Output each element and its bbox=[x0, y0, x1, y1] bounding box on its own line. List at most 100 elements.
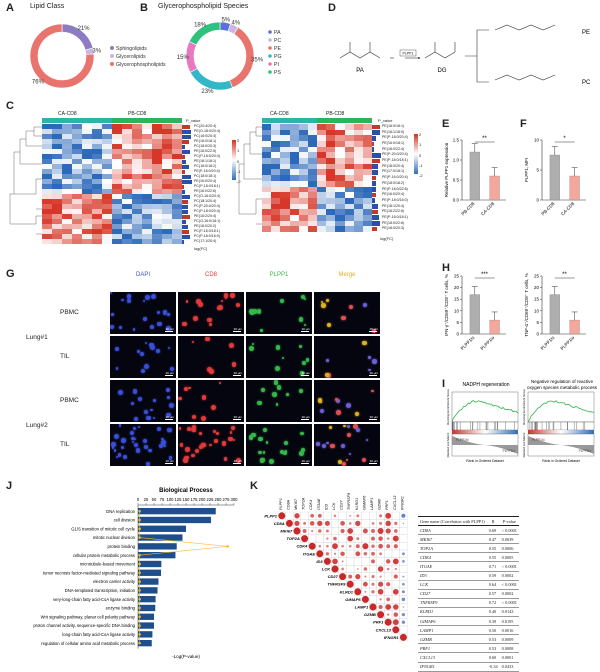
corr-col-label: ITGAE bbox=[317, 498, 321, 510]
heat-cell bbox=[262, 192, 272, 199]
j-category-label: DNA replication bbox=[106, 509, 136, 514]
cell-blob bbox=[111, 313, 114, 316]
heatmap-row-label: PC(16:0/20:4) bbox=[194, 134, 217, 138]
heatmap-row-label: PE(18:1/18:1) bbox=[194, 159, 217, 163]
row-label-til: TIL bbox=[60, 441, 70, 448]
heat-cell bbox=[335, 209, 345, 216]
heat-cell bbox=[72, 139, 83, 145]
heat-cell bbox=[344, 186, 354, 193]
cell-blob bbox=[330, 443, 335, 449]
table-cell: 0.47 bbox=[486, 534, 500, 545]
heat-cell bbox=[132, 149, 143, 155]
corr-col-label: PRF1 bbox=[385, 500, 389, 510]
heat-cell bbox=[112, 169, 123, 175]
corr-dot bbox=[393, 544, 398, 549]
bar-plpp1hi bbox=[469, 294, 480, 335]
heat-cell bbox=[42, 179, 53, 185]
heat-cell bbox=[92, 154, 103, 160]
scale-bar-label: 20 μm bbox=[165, 459, 174, 463]
heatmap-row-label: PE(18:0/20:4) bbox=[382, 163, 405, 168]
corr-dot bbox=[355, 520, 361, 527]
corr-grid-cell bbox=[369, 595, 377, 604]
correlation-table: Gene name (Correlation with PLPP1) R P-val… bbox=[418, 515, 519, 672]
heat-cell bbox=[162, 194, 173, 200]
corr-dot bbox=[333, 536, 337, 541]
heat-cell bbox=[362, 192, 373, 199]
heat-cell bbox=[62, 164, 73, 170]
heat-cell bbox=[344, 163, 354, 170]
heat-cell bbox=[102, 144, 113, 150]
heatmap-left-colorscale bbox=[232, 140, 236, 180]
cell-blob bbox=[160, 440, 166, 445]
heat-cell bbox=[162, 124, 173, 130]
node-pa: PA bbox=[356, 68, 364, 74]
heat-cell bbox=[280, 203, 290, 210]
cell-blob bbox=[184, 387, 189, 392]
heat-cell bbox=[82, 134, 93, 140]
heat-cell bbox=[152, 199, 163, 205]
cell-blob bbox=[249, 310, 255, 316]
j-x-tick-label: 275 bbox=[223, 497, 231, 502]
cell-blob bbox=[221, 441, 227, 446]
cell-blob bbox=[320, 300, 324, 304]
cell-blob bbox=[276, 384, 282, 390]
corr-dot bbox=[348, 522, 352, 525]
heat-cell bbox=[122, 224, 133, 230]
heat-cell bbox=[362, 135, 373, 142]
cell-blob bbox=[191, 415, 197, 420]
j-category-label: enzyme binding bbox=[106, 606, 136, 611]
bar-pb-cd8 bbox=[549, 154, 560, 201]
heatmap-left-group-ca bbox=[42, 118, 112, 123]
cell-blob bbox=[153, 416, 156, 420]
table-cell: 0.0005 bbox=[499, 552, 519, 563]
table-cell: 0.55 bbox=[486, 543, 500, 554]
heat-cell bbox=[289, 209, 299, 216]
legend-entry: Sphingolipids bbox=[116, 46, 147, 52]
cell-blob bbox=[121, 445, 125, 449]
heat-cell bbox=[271, 192, 281, 199]
heat-cell bbox=[52, 234, 63, 240]
correlation-table-wrap: Gene name (Correlation with PLPP1) R P-val… bbox=[418, 515, 519, 672]
channel-header-dapi: DAPI bbox=[135, 272, 150, 278]
cell-blob bbox=[229, 342, 235, 348]
heat-cell bbox=[162, 214, 173, 220]
heat-cell bbox=[152, 159, 163, 165]
heat-cell bbox=[102, 199, 113, 205]
j-bar bbox=[138, 640, 152, 647]
heat-cell bbox=[72, 174, 83, 180]
fc-bar bbox=[372, 141, 375, 147]
slice-label-pa: 5% bbox=[221, 17, 230, 23]
heat-cell bbox=[326, 226, 336, 233]
heat-cell bbox=[344, 180, 354, 187]
cell-blob bbox=[161, 437, 164, 440]
bar-plpp1hi bbox=[549, 294, 560, 335]
heat-cell bbox=[262, 124, 272, 130]
heat-cell bbox=[262, 203, 272, 210]
cell-blob bbox=[191, 340, 195, 344]
corr-dot bbox=[364, 590, 367, 593]
cell-blob bbox=[218, 381, 222, 385]
heat-cell bbox=[344, 129, 354, 136]
cell-blob bbox=[145, 461, 151, 466]
cell-blob bbox=[325, 298, 329, 302]
fc-bar bbox=[372, 124, 381, 130]
bar-charts-e-f: 0.00.51.01.5PB-CD8 CA-CD8**Relative PLPP1… bbox=[444, 136, 586, 217]
heat-cell bbox=[142, 174, 153, 180]
micrograph: 20 μm bbox=[178, 292, 244, 334]
scale-bar-label: 20 μm bbox=[233, 327, 242, 331]
heat-cell bbox=[344, 146, 354, 153]
cell-blob bbox=[156, 310, 161, 315]
table-cell: 0.71 bbox=[486, 561, 500, 572]
error-bar bbox=[491, 311, 498, 321]
y-tick-label: 0.0 bbox=[453, 198, 460, 203]
heatmap-row-label: PE(O-18:0/20:4) bbox=[194, 129, 221, 133]
heat-cell bbox=[102, 174, 113, 180]
y-tick-label: 25 bbox=[454, 274, 460, 279]
heat-cell bbox=[307, 192, 318, 199]
cell-blob bbox=[346, 432, 351, 437]
heat-cell bbox=[262, 158, 272, 165]
scale-tick: -2 bbox=[419, 173, 423, 178]
cell-blob bbox=[326, 359, 329, 362]
heat-cell bbox=[307, 180, 318, 187]
heat-cell bbox=[142, 129, 153, 135]
